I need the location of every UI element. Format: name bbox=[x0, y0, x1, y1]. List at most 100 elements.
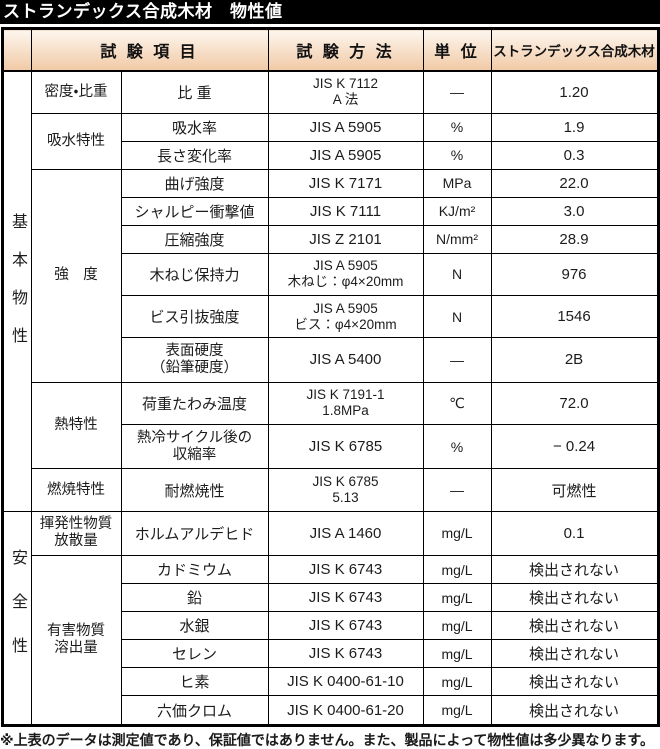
table-row: 強 度 曲げ強度 JIS K 7171 MPa 22.0 bbox=[2, 168, 659, 383]
test-item-cell: 曲げ強度 bbox=[120, 168, 269, 198]
category-combustion: 燃焼特性 bbox=[30, 468, 122, 512]
test-item-cell: 荷重たわみ温度 bbox=[120, 381, 269, 425]
test-method-cell: JIS K 0400-61-10 bbox=[267, 667, 424, 697]
section-label-basic-properties: 基本物性 bbox=[1, 70, 32, 512]
test-method-cell: JIS K 6785 bbox=[267, 423, 424, 470]
test-item-cell: 木ねじ保持力 bbox=[120, 252, 269, 297]
value-cell: 可燃性 bbox=[490, 468, 659, 512]
test-item-cell: 比 重 bbox=[120, 70, 269, 114]
document-title-bar: ストランデックス合成木材 物性値 bbox=[0, 0, 660, 24]
value-cell: 2B bbox=[490, 337, 659, 383]
value-cell: 検出されない bbox=[490, 583, 659, 613]
header-product-name: ストランデックス合成木材 bbox=[490, 28, 659, 72]
header-test-item: 試 験 項 目 bbox=[30, 28, 269, 72]
category-voc-emission: 揮発性物質 放散量 bbox=[30, 510, 122, 557]
section-label-safety: 安全性 bbox=[1, 510, 32, 727]
header-unit: 単 位 bbox=[422, 28, 492, 72]
value-cell: 検出されない bbox=[490, 555, 659, 585]
table-header-row: 試 験 項 目 試 験 方 法 単 位 ストランデックス合成木材 bbox=[1, 28, 659, 72]
unit-cell: — bbox=[422, 337, 492, 383]
table-row: 木ねじ保持力 JIS A 5905 木ねじ：φ4×20mm N 976 bbox=[2, 252, 659, 297]
value-cell: 0.3 bbox=[490, 140, 659, 170]
test-item-cell: 吸水率 bbox=[120, 112, 269, 142]
test-item-cell: セレン bbox=[120, 639, 269, 669]
test-method-cell: JIS A 5400 bbox=[267, 337, 424, 383]
test-item-cell: カドミウム bbox=[120, 555, 269, 585]
value-cell: 検出されない bbox=[490, 639, 659, 669]
unit-cell: mg/L bbox=[422, 611, 492, 641]
value-cell: 22.0 bbox=[490, 168, 659, 198]
test-method-cell: JIS K 6785 5.13 bbox=[267, 468, 424, 512]
unit-cell: % bbox=[422, 112, 492, 142]
unit-cell: — bbox=[422, 468, 492, 512]
table-row: 表面硬度 （鉛筆硬度） JIS A 5400 — 2B bbox=[2, 337, 659, 383]
value-cell: 3.0 bbox=[490, 196, 659, 226]
unit-cell: mg/L bbox=[422, 510, 492, 557]
test-method-cell: JIS K 6743 bbox=[267, 555, 424, 585]
test-method-cell: JIS K 0400-61-20 bbox=[267, 695, 424, 726]
table-row: ヒ素 JIS K 0400-61-10 mg/L 検出されない bbox=[2, 667, 659, 697]
category-strength: 強 度 bbox=[30, 168, 122, 383]
unit-cell: mg/L bbox=[422, 583, 492, 613]
unit-cell: N/mm² bbox=[422, 224, 492, 254]
test-method-cell: JIS K 7191-1 1.8MPa bbox=[267, 381, 424, 425]
unit-cell: mg/L bbox=[422, 695, 492, 726]
unit-cell: mg/L bbox=[422, 555, 492, 585]
table-row: 熱冷サイクル後の 収縮率 JIS K 6785 % − 0.24 bbox=[2, 423, 659, 470]
category-hazardous-substances: 有害物質 溶出量 bbox=[30, 555, 122, 726]
value-cell: 0.1 bbox=[490, 510, 659, 557]
test-item-cell: 水銀 bbox=[120, 611, 269, 641]
value-cell: 1.20 bbox=[490, 70, 659, 114]
category-density: 密度・比重 bbox=[30, 70, 122, 114]
test-method-cell: JIS A 1460 bbox=[267, 510, 424, 557]
material-properties-table: 試 験 項 目 試 験 方 法 単 位 ストランデックス合成木材 基本物性 密度… bbox=[0, 27, 660, 727]
test-method-cell: JIS A 5905 木ねじ：φ4×20mm bbox=[267, 252, 424, 297]
value-cell: 検出されない bbox=[490, 667, 659, 697]
test-method-cell: JIS K 6743 bbox=[267, 639, 424, 669]
unit-cell: MPa bbox=[422, 168, 492, 198]
test-method-cell: JIS K 7171 bbox=[267, 168, 424, 198]
test-method-cell: JIS K 6743 bbox=[267, 611, 424, 641]
test-method-cell: JIS A 5905 ビス：φ4×20mm bbox=[267, 295, 424, 339]
test-item-cell: 長さ変化率 bbox=[120, 140, 269, 170]
test-item-cell: ホルムアルデヒド bbox=[120, 510, 269, 557]
unit-cell: N bbox=[422, 295, 492, 339]
table-row: 六価クロム JIS K 0400-61-20 mg/L 検出されない bbox=[2, 695, 659, 726]
test-item-cell: 圧縮強度 bbox=[120, 224, 269, 254]
table-row: 圧縮強度 JIS Z 2101 N/mm² 28.9 bbox=[2, 224, 659, 254]
test-method-cell: JIS K 7112 A 法 bbox=[267, 70, 424, 114]
header-test-method: 試 験 方 法 bbox=[267, 28, 424, 72]
table-row: 燃焼特性 耐燃焼性 JIS K 6785 5.13 — 可燃性 bbox=[2, 468, 659, 512]
test-method-cell: JIS A 5905 bbox=[267, 140, 424, 170]
test-item-cell: ヒ素 bbox=[120, 667, 269, 697]
table-row: シャルピー衝撃値 JIS K 7111 KJ/m² 3.0 bbox=[2, 196, 659, 226]
footnote-disclaimer: ※上表のデータは測定値であり、保証値ではありません。また、製品によって物性値は多… bbox=[0, 732, 654, 748]
value-cell: 検出されない bbox=[490, 611, 659, 641]
table-row: 長さ変化率 JIS A 5905 % 0.3 bbox=[2, 140, 659, 170]
value-cell: 1.9 bbox=[490, 112, 659, 142]
test-method-cell: JIS Z 2101 bbox=[267, 224, 424, 254]
test-item-cell: 鉛 bbox=[120, 583, 269, 613]
table-row: セレン JIS K 6743 mg/L 検出されない bbox=[2, 639, 659, 669]
unit-cell: N bbox=[422, 252, 492, 297]
table-row: 安全性 揮発性物質 放散量 ホルムアルデヒド JIS A 1460 mg/L 0.… bbox=[1, 510, 659, 727]
table-row: ビス引抜強度 JIS A 5905 ビス：φ4×20mm N 1546 bbox=[2, 295, 659, 339]
category-water-absorption: 吸水特性 bbox=[30, 112, 122, 170]
table-row: 吸水特性 吸水率 JIS A 5905 % 1.9 bbox=[2, 112, 659, 170]
unit-cell: KJ/m² bbox=[422, 196, 492, 226]
test-method-cell: JIS K 6743 bbox=[267, 583, 424, 613]
unit-cell: mg/L bbox=[422, 639, 492, 669]
test-item-cell: シャルピー衝撃値 bbox=[120, 196, 269, 226]
category-thermal: 熱特性 bbox=[30, 381, 122, 470]
value-cell: 72.0 bbox=[490, 381, 659, 425]
value-cell: 検出されない bbox=[490, 695, 659, 726]
test-item-cell: ビス引抜強度 bbox=[120, 295, 269, 339]
test-item-cell: 表面硬度 （鉛筆硬度） bbox=[120, 337, 269, 383]
unit-cell: — bbox=[422, 70, 492, 114]
test-item-cell: 六価クロム bbox=[120, 695, 269, 726]
test-method-cell: JIS K 7111 bbox=[267, 196, 424, 226]
unit-cell: mg/L bbox=[422, 667, 492, 697]
value-cell: 1546 bbox=[490, 295, 659, 339]
table-row: 基本物性 密度・比重 比 重 JIS K 7112 A 法 — 1.20 bbox=[1, 70, 659, 512]
